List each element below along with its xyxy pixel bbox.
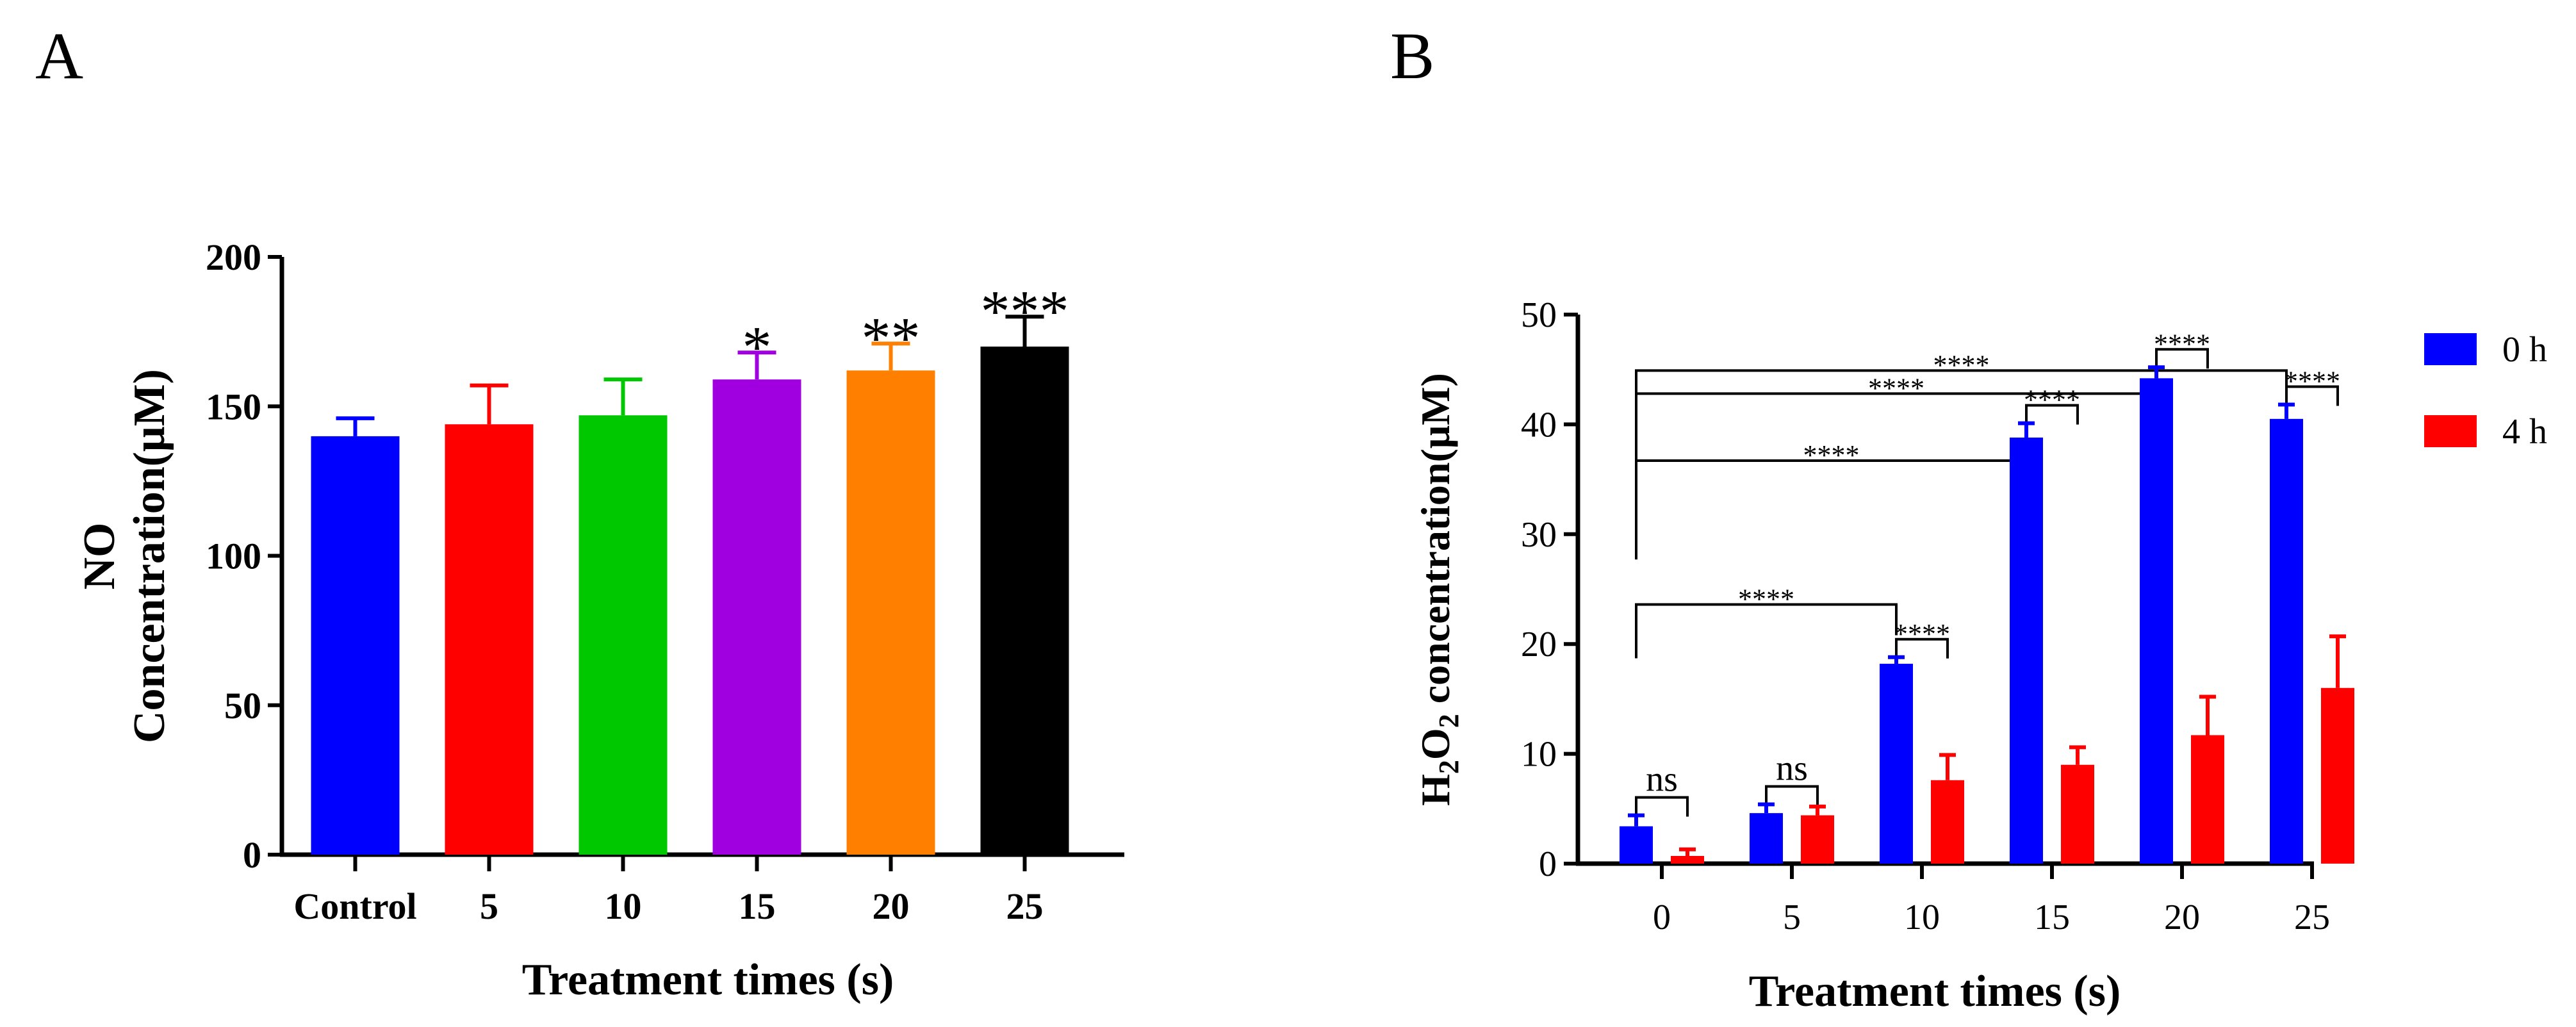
panel-b-y-tick-label: 50 [1521,295,1557,335]
panel-b-significance-bracket [1895,637,1949,659]
panel-letter-b: B [1390,19,1434,93]
panel-b-y-tick-label: 10 [1521,735,1557,775]
panel-b-significance-label: **** [1868,372,1924,404]
panel-b-x-tick-label: 10 [1904,898,1940,937]
panel-b-legend-swatch [2424,415,2477,447]
panel-b-y-tick-label: 0 [1539,844,1557,884]
panel-a-bar [846,370,935,855]
panel-b-significance-label: ns [1646,760,1678,800]
panel-b-significance-bracket [2025,404,2079,425]
panel-a-bar [311,436,400,855]
panel-b-bar [1620,826,1653,864]
panel-b-x-axis-label: Treatment times (s) [1749,967,2121,1016]
panel-b-significance-label: **** [2024,384,2080,416]
panel-b-significance-label: **** [2154,328,2210,359]
panel-b-bar [2270,418,2303,864]
panel-b-significance-label: **** [2284,366,2340,397]
panel-a-x-tick-label: 10 [605,885,642,927]
panel-a-y-tick-label: 150 [206,386,261,427]
panel-a-y-tick-label: 50 [224,685,261,727]
panel-b-bar [1880,664,1913,864]
panel-b-bar [2061,764,2094,864]
panel-b-significance-bracket [1635,603,1898,659]
panel-a-bar [980,346,1069,855]
panel-a-significance-label: * [742,314,772,379]
panel-a-y-tick-label: 100 [206,536,261,577]
panel-b-significance-label: **** [1738,583,1794,614]
panel-a-bar [578,415,668,855]
panel-b-bar [2140,378,2173,864]
panel-b-bar [2191,735,2224,864]
panel-b-significance-label: **** [1894,618,1950,650]
panel-a-y-axis-label-line1: NO [75,523,124,590]
panel-b-bar [2010,437,2043,864]
panel-a-x-tick-label: 5 [480,885,498,927]
panel-a-x-tick-label: 20 [873,885,910,927]
panel-letter-a: A [35,19,83,93]
panel-b-legend-label: 0 h [2502,330,2547,370]
panel-b-x-tick-label: 5 [1783,898,1801,937]
panel-a-x-axis-label: Treatment times (s) [522,955,894,1005]
panel-b-y-tick-label: 30 [1521,515,1557,555]
panel-a-y-axis-label-line2: Concentration(μM) [125,369,174,743]
panel-a-significance-label: *** [981,278,1069,343]
panel-b-significance-bracket [1635,369,2288,447]
panel-b-significance-bracket [2155,348,2209,369]
panel-b-x-tick-label: 0 [1653,898,1671,937]
panel-a-chart: 0 50 100 150 200 Control 5 10 15 * 20 ** 25 *** Trea… [75,236,1124,1005]
panel-b-bar [1931,780,1964,864]
panel-b-bar [1671,856,1704,864]
panel-b-x-tick-label: 25 [2294,898,2330,937]
panel-b-significance-label: ns [1776,748,1808,788]
panel-b-significance-bracket [1635,796,1689,817]
panel-b-significance-label: **** [1803,440,1860,471]
panel-b-significance-bracket [1635,459,2028,560]
panel-b-bar [1801,815,1834,864]
panel-b-bar [2321,687,2354,864]
panel-b-legend-swatch [2424,333,2477,365]
panel-a-x-tick-label: Control [293,885,416,927]
panel-a-y-tick-label: 200 [206,236,261,278]
panel-a-bar [445,424,534,855]
panel-a-significance-label: ** [862,305,921,370]
panel-b-legend-label: 4 h [2502,412,2547,452]
panel-b-y-axis-label: H2O2 concentration(μM) [1413,373,1464,806]
panel-b-y-tick-label: 20 [1521,625,1557,664]
panel-b-significance-label: **** [1933,349,1990,381]
panel-a-y-tick-label: 0 [243,834,261,876]
panel-a-bar [712,379,801,855]
panel-b-x-tick-label: 15 [2034,898,2070,937]
panel-b-significance-bracket [1765,785,1819,806]
panel-a-x-tick-label: 25 [1006,885,1044,927]
panel-b-x-tick-label: 20 [2164,898,2200,937]
panel-a-x-tick-label: 15 [739,885,776,927]
panel-b-bar [1750,813,1783,864]
panel-b-y-tick-label: 40 [1521,405,1557,445]
